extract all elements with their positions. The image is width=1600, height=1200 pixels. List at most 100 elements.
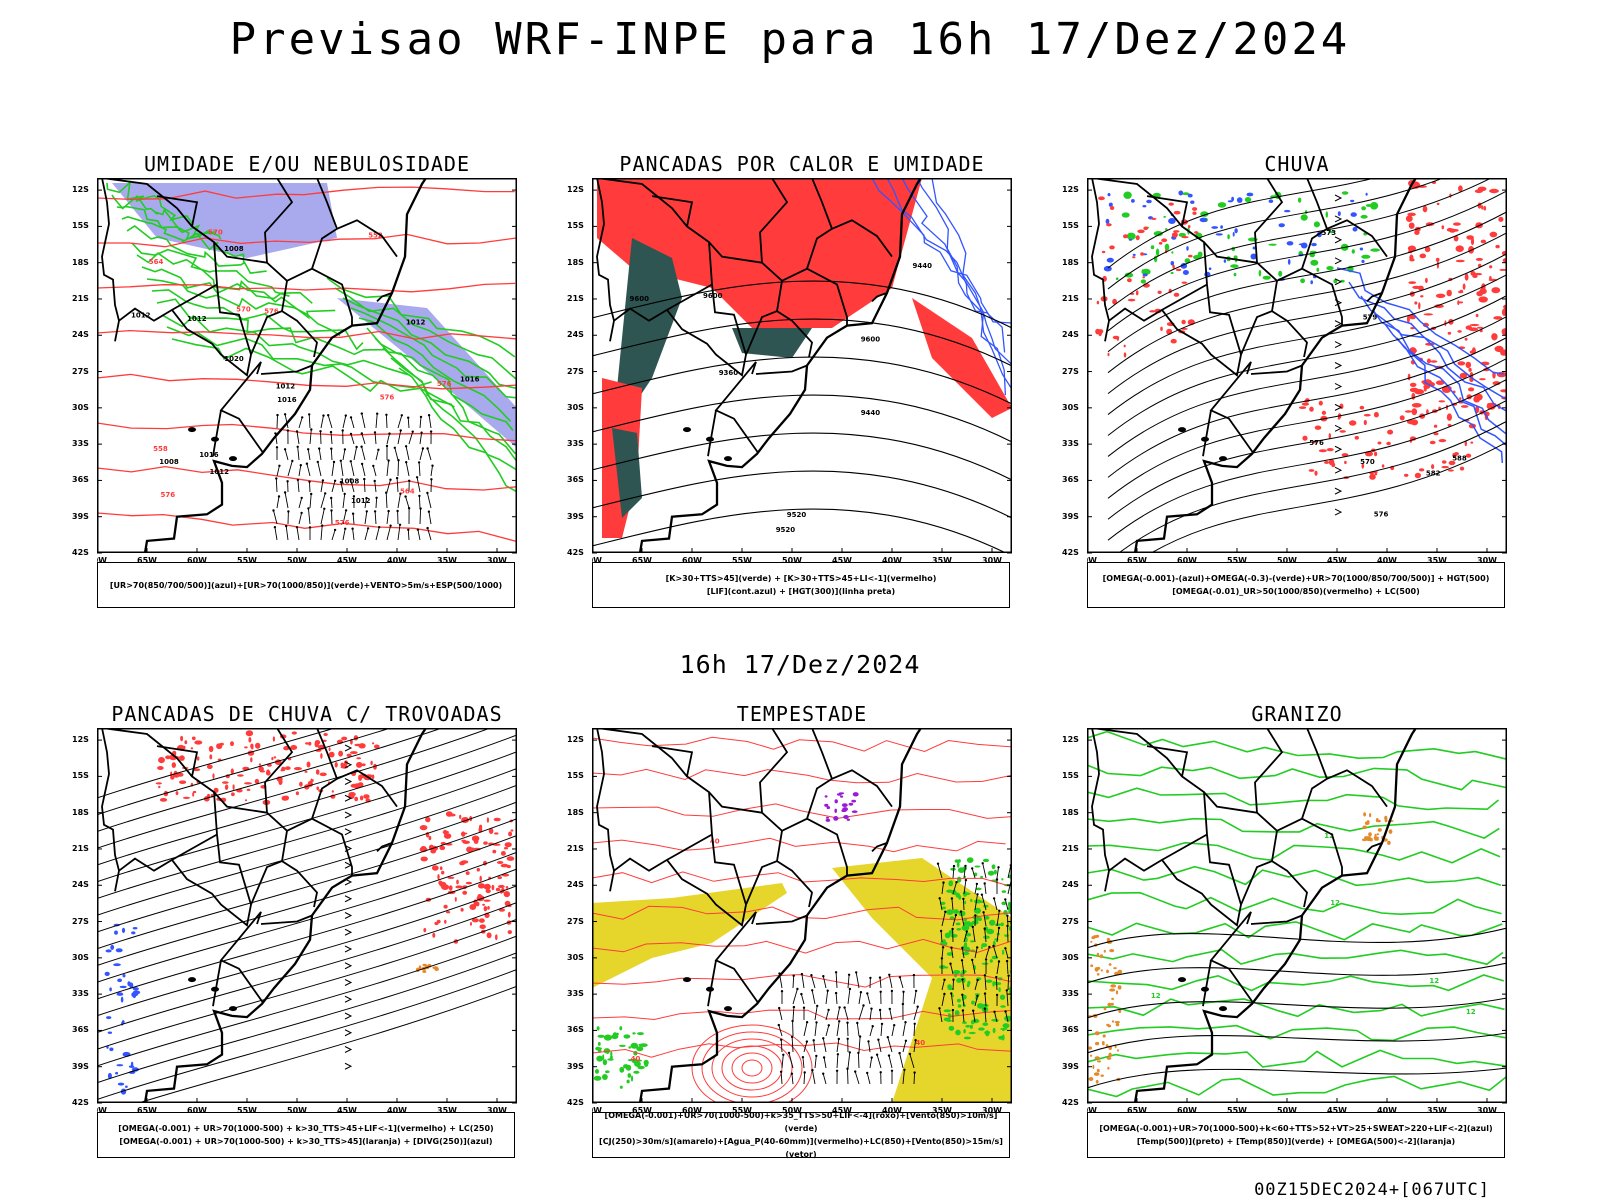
lat-label: 27S [1062,916,1079,926]
humidity-high-field [337,298,517,448]
border-line [776,860,813,908]
border-line [714,361,759,454]
border-line [1254,728,1329,832]
contour-label: 576 [380,394,395,402]
border-line [101,728,252,905]
lat-label: 42S [1062,1098,1079,1107]
thickness-contour [97,373,516,390]
storm-red [155,730,380,806]
lat-label: 21S [1062,843,1079,853]
lat-label: 21S [567,293,584,303]
arrow-glyph [1334,424,1343,432]
lon-label: 55W [237,556,257,565]
contour-label: 1008 [159,458,179,466]
lat-label: 18S [567,257,584,267]
contour-label: 588 [1452,455,1467,463]
border-line [311,817,353,876]
border-line [281,860,318,908]
lat-label: 33S [1062,439,1079,449]
contour-label: 12 [1151,992,1161,1000]
lat-label: 21S [72,843,89,853]
border-line [1146,195,1189,227]
map-panel-3: CHUVA58258857657357057957670W65W60W55W50… [1062,152,1507,608]
border-line [260,364,313,375]
temp850-contour [1087,865,1502,887]
arrow-glyph [1334,278,1343,286]
temp850-contour [1087,921,1503,941]
legend-line: [OMEGA(-0.001)+UR>70(1000-500)+k>35_TTS>… [604,1111,998,1133]
legend-line: [OMEGA(-0.001)+UR>70(1000-500)+k<60+TTS>… [1099,1124,1493,1133]
lat-label: 18S [1062,807,1079,817]
wind850-green [593,1026,649,1089]
arrow-glyph [344,811,353,819]
green-contour [106,180,194,226]
contour-label: 12 [1330,899,1340,907]
lc850-contour [592,768,1012,784]
lon-label: 35W [437,556,457,565]
green-contour [161,314,409,376]
temp500-contour [1087,1032,1507,1054]
lat-label: 12S [1062,735,1079,745]
temp850-contour [1087,817,1500,839]
border-line [1326,219,1388,258]
border-line [651,195,694,227]
thickness-contour [97,422,517,442]
lat-label: 24S [1062,330,1079,340]
lon-label: 70W [1087,556,1097,565]
border-line [219,911,264,1004]
purple-cells [824,792,859,822]
wind-vectors [272,412,434,541]
lon-label: 45W [832,556,852,565]
border-line [745,830,783,905]
contour-label: 570 [236,306,251,314]
temp850-contour [1087,730,1507,761]
border-line [755,364,808,375]
panel-title: TEMPESTADE [736,702,868,726]
green-contour [116,205,222,240]
lat-label: 39S [72,1061,89,1071]
border-line [707,410,717,457]
lon-label: 50W [782,1106,802,1115]
wind-vectors [936,862,1012,1023]
lat-label: 27S [567,916,584,926]
main-title: Previsao WRF-INPE para 16h 17/Dez/2024 [229,14,1351,65]
map-panel-6: GRANIZO 12 12 12 12 12 70W 65W 60W 55W 50W 45W 40W 35… [1062,702,1507,1158]
contour-label: 1012 [210,468,230,476]
border-line [759,728,834,832]
lon-label: 55W [732,1106,752,1115]
contour-label: 9600 [861,336,881,344]
legend-box: [OMEGA(-0.001) + UR>70(1000-500) + k>30_… [97,1112,515,1158]
border-line [213,791,268,814]
arrow-glyph [344,744,353,752]
plot-frame [1087,178,1507,553]
lon-label: 30W [1477,1106,1497,1115]
lake [724,456,732,462]
contour-label: 570 [208,228,223,236]
contour-label: 1012 [351,497,371,505]
plot-frame [592,178,1012,553]
lake [229,456,237,462]
lat-label: 12S [567,735,584,745]
border-line [1091,178,1110,321]
border-line [609,283,713,342]
lat-label: 27S [1062,366,1079,376]
border-line [1271,860,1308,908]
contour-label: 12 [1466,1008,1476,1016]
arrow-glyph [1334,466,1343,474]
lon-label: 45W [832,1106,852,1115]
wind-vectors [777,971,919,1085]
lake [229,1006,237,1012]
contour-label: 9440 [913,262,933,270]
border-line [1202,960,1212,1007]
thickness-contour [97,282,516,293]
arrow-glyph [1334,382,1343,390]
contour-label: 576 [1374,511,1389,519]
border-line [1104,283,1208,342]
contour-label: 1020 [224,355,244,363]
arrow-glyph [344,761,353,769]
contour-label: 576 [264,307,279,315]
border-line [759,178,834,282]
border-line [871,842,888,853]
border-line [714,911,759,1004]
run-info: 00Z15DEC2024+[067UTC] [1254,1180,1490,1200]
